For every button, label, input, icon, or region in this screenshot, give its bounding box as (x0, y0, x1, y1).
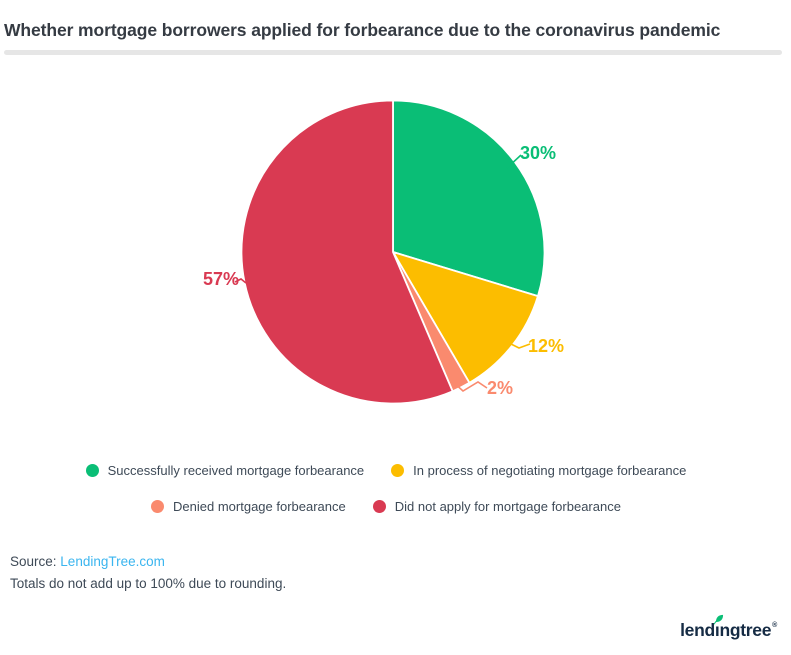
legend-item-in-process: In process of negotiating mortgage forbe… (391, 463, 686, 478)
registered-mark: ® (772, 622, 777, 629)
rounding-note: Totals do not add up to 100% due to roun… (10, 576, 287, 591)
lendingtree-wordmark: lend ıngtree® (680, 614, 777, 640)
pie-slice-2 (392, 251, 471, 393)
green-dot-icon (85, 464, 99, 477)
pie-value-label-0: 30% (520, 143, 556, 163)
source-line: Source: LendingTree.com (10, 554, 165, 569)
logo-i-glyph: ı (714, 620, 720, 640)
lendingtree-logo: lend ıngtree® (680, 614, 777, 640)
legend-label-in-process: In process of negotiating mortgage forbe… (413, 463, 687, 478)
legend-row-2: Denied mortgage forbearance Did not appl… (151, 499, 621, 514)
pie-value-label-2: 2% (487, 378, 513, 398)
yellow-dot-icon (391, 464, 405, 477)
label-leader-line-0 (506, 154, 522, 169)
legend-label-denied: Denied mortgage forbearance (173, 499, 346, 514)
title-divider (4, 50, 782, 55)
legend: Successfully received mortgage forbearan… (16, 463, 756, 514)
leaf-icon (713, 614, 723, 625)
label-leader-line-2 (451, 380, 488, 392)
pie-slice-1 (392, 251, 539, 384)
logo-text-pre: lend (680, 620, 715, 640)
label-leader-line-1 (510, 343, 531, 349)
legend-label-did-not-apply: Did not apply for mortgage forbearance (394, 499, 621, 514)
pie-value-label-1: 12% (528, 336, 564, 356)
source-link[interactable]: LendingTree.com (60, 554, 165, 569)
legend-item-successfully-received: Successfully received mortgage forbearan… (85, 463, 365, 478)
pie-value-label-3: 57% (203, 269, 239, 289)
logo-letter-i: ı (713, 614, 723, 640)
label-leader-line-3 (234, 278, 247, 284)
red-dot-icon (372, 500, 386, 513)
source-prefix: Source: (10, 554, 57, 569)
pie-slice-3 (240, 99, 454, 405)
logo-text-post: ngtree (719, 620, 772, 640)
legend-row-1: Successfully received mortgage forbearan… (85, 463, 686, 478)
legend-item-denied: Denied mortgage forbearance (151, 499, 346, 514)
legend-item-did-not-apply: Did not apply for mortgage forbearance (372, 499, 621, 514)
orange-dot-icon (151, 500, 165, 513)
chart-title: Whether mortgage borrowers applied for f… (4, 20, 721, 40)
legend-label-successfully-received: Successfully received mortgage forbearan… (107, 463, 365, 478)
pie-slice-0 (392, 99, 546, 298)
